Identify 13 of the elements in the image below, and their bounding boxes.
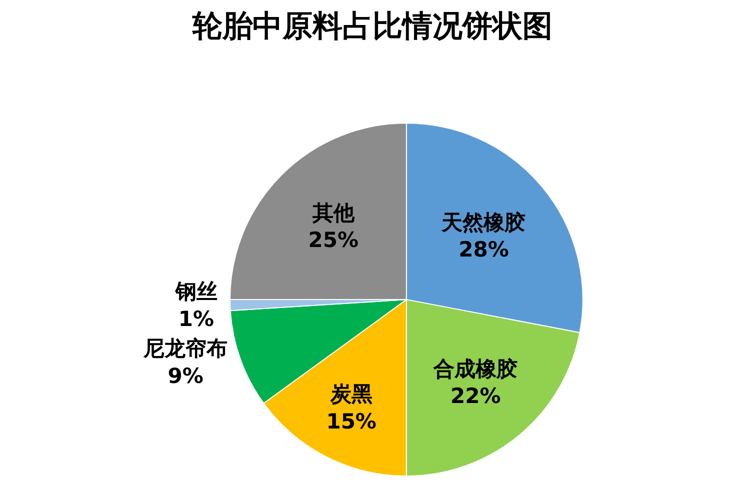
data-label: 1% [178,306,214,331]
slice-label: 天然橡胶 [440,210,526,234]
chart-title: 轮胎中原料占比情况饼状图 [192,9,552,44]
slice-label: 炭黑 [329,382,372,406]
slice-label: 合成橡胶 [432,356,518,381]
data-label: 22% [450,384,501,408]
data-label: 15% [326,409,376,434]
data-label: 28% [458,238,509,262]
slice-label: 钢丝 [174,279,218,304]
slice-label: 尼龙帘布 [142,336,228,361]
slice-label: 其他 [311,200,356,225]
data-label: 9% [168,364,204,388]
data-label: 25% [308,228,358,252]
